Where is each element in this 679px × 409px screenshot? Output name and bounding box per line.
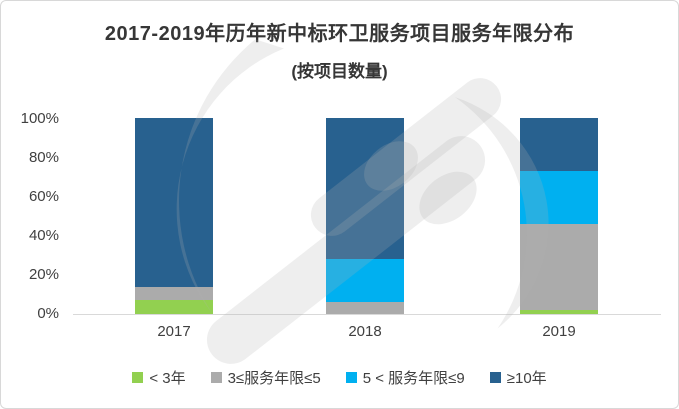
- y-tick-20: 20%: [28, 266, 59, 283]
- chart-title: 2017-2019年历年新中标环卫服务项目服务年限分布: [104, 23, 575, 45]
- legend-swatch-navy: [489, 372, 501, 383]
- y-tick-80: 80%: [28, 149, 59, 166]
- chart-subtitle: (按项目数量): [291, 62, 388, 81]
- bar-segment: [135, 286, 213, 301]
- y-tick-100: 100%: [20, 110, 59, 127]
- legend-swatch-gray: [210, 372, 222, 383]
- bar-segment: [135, 300, 213, 314]
- legend-item-ge10: ≥10年: [489, 367, 547, 388]
- plot-area: [73, 118, 661, 315]
- x-label-2017: 2017: [157, 323, 191, 340]
- bar-segment: [135, 118, 213, 287]
- x-label-2018: 2018: [348, 323, 382, 340]
- legend-swatch-cyan: [345, 372, 357, 383]
- legend: < 3年 3≤服务年限≤5 5 < 服务年限≤9 ≥10年: [1, 367, 678, 388]
- bar-segment: [326, 259, 404, 303]
- bar-2019: [520, 118, 598, 314]
- bar-segment: [520, 170, 598, 224]
- legend-item-5to9: 5 < 服务年限≤9: [345, 367, 465, 388]
- bar-segment: [326, 118, 404, 260]
- legend-item-3to5: 3≤服务年限≤5: [210, 367, 321, 388]
- legend-item-lt3: < 3年: [132, 367, 186, 388]
- x-label-2019: 2019: [542, 323, 576, 340]
- y-tick-40: 40%: [28, 227, 59, 244]
- y-tick-0: 0%: [37, 305, 59, 322]
- bar-segment: [520, 118, 598, 171]
- legend-swatch-green: [132, 372, 144, 383]
- bar-segment: [520, 310, 598, 314]
- legend-label: 3≤服务年限≤5: [227, 370, 321, 387]
- bar-2018: [326, 118, 404, 314]
- legend-label: ≥10年: [506, 370, 547, 387]
- bar-segment: [326, 302, 404, 314]
- legend-label: 5 < 服务年限≤9: [362, 370, 465, 387]
- bar-2017: [135, 118, 213, 314]
- bar-segment: [520, 223, 598, 311]
- y-tick-60: 60%: [28, 188, 59, 205]
- legend-label: < 3年: [149, 370, 186, 387]
